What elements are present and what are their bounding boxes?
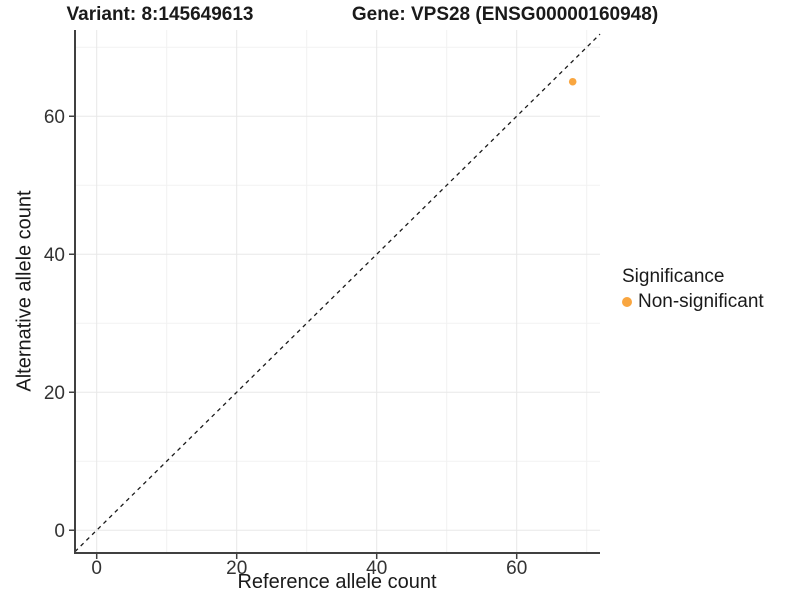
identity-dashed-line bbox=[74, 33, 601, 553]
x-axis-title: Reference allele count bbox=[237, 571, 437, 593]
x-tick-label: 60 bbox=[506, 558, 527, 579]
legend-item-label: Non-significant bbox=[638, 291, 764, 312]
point-marker-icon bbox=[622, 297, 632, 307]
legend: Significance Non-significant bbox=[622, 266, 764, 313]
y-tick-label: 20 bbox=[44, 383, 65, 404]
y-tick-label: 60 bbox=[44, 107, 65, 128]
x-tick-label: 40 bbox=[366, 558, 387, 579]
x-tick-label: 0 bbox=[91, 558, 102, 579]
legend-item-non-significant: Non-significant bbox=[622, 291, 764, 313]
y-axis-title: Alternative allele count bbox=[13, 190, 36, 392]
legend-title: Significance bbox=[622, 266, 725, 287]
data-point bbox=[568, 77, 577, 86]
gene-title: Gene: VPS28 (ENSG00000160948) bbox=[351, 4, 659, 25]
x-tick-label: 20 bbox=[226, 558, 247, 579]
y-tick-label: 40 bbox=[44, 245, 65, 266]
variant-title: Variant: 8:145649613 bbox=[66, 4, 254, 25]
y-tick-label: 0 bbox=[54, 521, 65, 542]
